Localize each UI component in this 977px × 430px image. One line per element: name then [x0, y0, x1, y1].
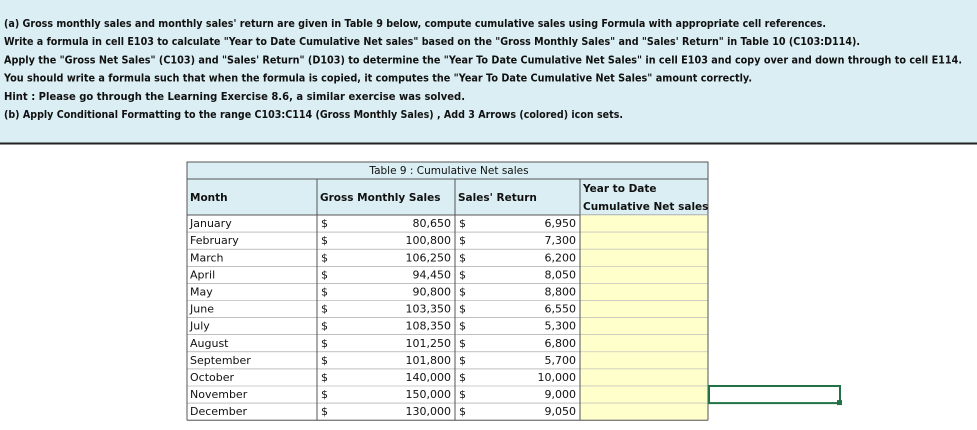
header-label: Cumulative Net sales: [583, 201, 708, 213]
month-cell: July: [189, 320, 210, 333]
header-cell: [186, 178, 318, 216]
currency-symbol: $: [321, 285, 328, 298]
sales-return-cell: 5,300: [545, 320, 577, 333]
gross-sales-cell: 140,000: [406, 371, 452, 384]
currency-symbol: $: [321, 268, 328, 281]
sales-return-cell: 6,800: [545, 337, 577, 350]
ytd-cell: [579, 368, 709, 387]
ytd-cell: [579, 402, 709, 421]
header-cell: [454, 178, 581, 216]
currency-symbol: $: [321, 320, 328, 333]
fill-handle: [837, 400, 842, 406]
header-label: Month: [190, 192, 228, 204]
selected-cell: [708, 385, 841, 405]
ytd-cell: [579, 334, 709, 353]
instruction-line: Hint : Please go through the Learning Ex…: [4, 90, 465, 103]
table-title: Table 9 : Cumulative Net sales: [368, 165, 528, 177]
currency-symbol: $: [321, 217, 328, 230]
gross-sales-cell: 108,350: [406, 320, 452, 333]
currency-symbol: $: [459, 217, 466, 230]
gross-sales-cell: 106,250: [406, 251, 452, 264]
instruction-line: You should write a formula such that whe…: [3, 72, 752, 85]
currency-symbol: $: [459, 337, 466, 350]
ytd-cell: [579, 351, 709, 370]
ytd-cell: [579, 265, 709, 284]
header-label: Sales' Return: [458, 192, 537, 204]
currency-symbol: $: [459, 268, 466, 281]
instruction-box: [0, 0, 977, 143]
currency-symbol: $: [459, 354, 466, 367]
gross-sales-cell: 90,800: [413, 285, 452, 298]
currency-symbol: $: [459, 405, 466, 418]
header-label: Year to Date: [582, 183, 657, 195]
currency-symbol: $: [459, 388, 466, 401]
gross-sales-cell: 150,000: [406, 388, 452, 401]
currency-symbol: $: [321, 234, 328, 247]
gross-sales-cell: 130,000: [406, 405, 452, 418]
currency-symbol: $: [321, 371, 328, 384]
sales-return-cell: 7,300: [545, 234, 577, 247]
gross-sales-cell: 80,650: [413, 217, 452, 230]
ytd-cell: [579, 385, 709, 404]
currency-symbol: $: [321, 388, 328, 401]
header-cell: [316, 178, 456, 216]
sales-return-cell: 8,050: [545, 268, 577, 281]
instruction-line: (a) Gross monthly sales and monthly sale…: [4, 17, 826, 30]
month-cell: December: [190, 405, 248, 418]
sales-return-cell: 6,200: [545, 251, 577, 264]
currency-symbol: $: [459, 285, 466, 298]
ytd-cell: [579, 214, 709, 233]
month-cell: August: [190, 337, 229, 350]
gross-sales-cell: 103,350: [406, 303, 452, 316]
ytd-cell: [579, 248, 709, 267]
instruction-line: Write a formula in cell E103 to calculat…: [4, 35, 860, 48]
currency-symbol: $: [321, 405, 328, 418]
sales-return-cell: 9,000: [545, 388, 577, 401]
currency-symbol: $: [321, 303, 328, 316]
currency-symbol: $: [459, 371, 466, 384]
month-cell: February: [190, 234, 239, 247]
ytd-cell: [579, 300, 709, 318]
currency-symbol: $: [459, 251, 466, 264]
ytd-cell: [579, 283, 709, 301]
sales-return-cell: 6,950: [545, 217, 577, 230]
month-cell: January: [189, 217, 232, 230]
currency-symbol: $: [321, 251, 328, 264]
instruction-line: (b) Apply Conditional Formatting to the …: [4, 108, 623, 121]
gross-sales-cell: 101,800: [406, 354, 452, 367]
month-cell: September: [190, 354, 251, 367]
sales-return-cell: 10,000: [538, 371, 577, 384]
currency-symbol: $: [459, 234, 466, 247]
month-cell: March: [190, 251, 224, 264]
header-cell: [579, 178, 709, 216]
currency-symbol: $: [321, 337, 328, 350]
month-cell: April: [190, 268, 215, 281]
instruction-line: Apply the "Gross Net Sales" (C103) and "…: [4, 53, 962, 66]
sales-return-cell: 9,050: [545, 405, 577, 418]
currency-symbol: $: [459, 320, 466, 333]
month-cell: October: [190, 371, 234, 384]
gross-sales-cell: 100,800: [406, 234, 452, 247]
gross-sales-cell: 94,450: [413, 268, 452, 281]
currency-symbol: $: [321, 354, 328, 367]
currency-symbol: $: [459, 303, 466, 316]
sales-return-cell: 8,800: [545, 285, 577, 298]
sales-return-cell: 6,550: [545, 303, 577, 316]
gross-sales-cell: 101,250: [406, 337, 452, 350]
ytd-cell: [579, 317, 709, 336]
month-cell: June: [189, 303, 214, 316]
header-label: Gross Monthly Sales: [320, 192, 441, 204]
ytd-cell: [579, 231, 709, 250]
sales-return-cell: 5,700: [545, 354, 577, 367]
month-cell: November: [190, 388, 248, 401]
month-cell: May: [190, 285, 213, 298]
